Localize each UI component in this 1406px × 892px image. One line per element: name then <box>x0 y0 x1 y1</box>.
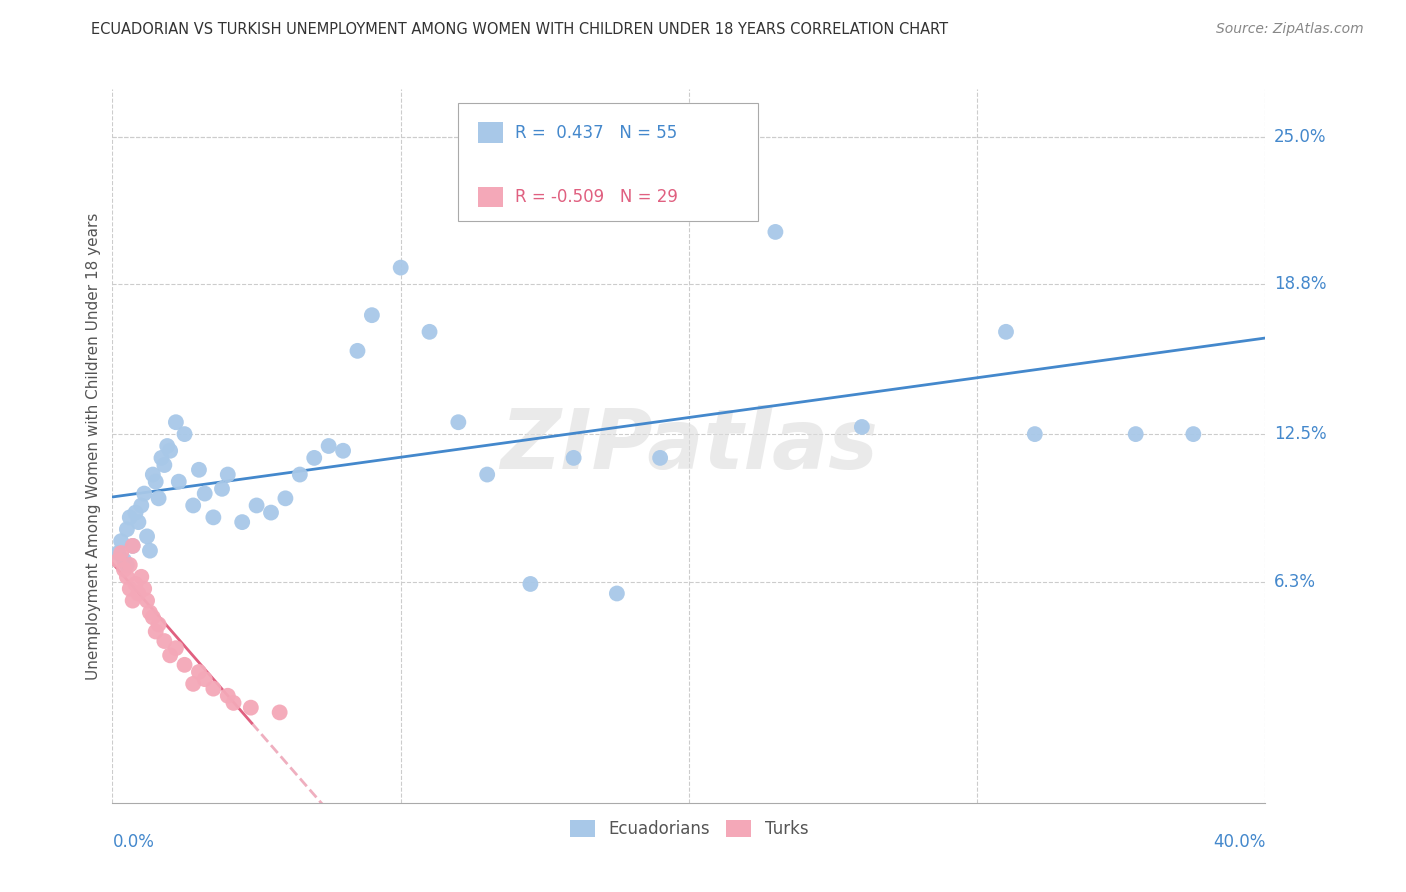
Point <box>118 582 141 596</box>
Point <box>173 657 195 672</box>
Point <box>188 665 211 679</box>
Point <box>127 586 149 600</box>
Point <box>142 610 165 624</box>
Point <box>1024 427 1046 442</box>
Point <box>115 558 138 572</box>
Point <box>118 558 141 572</box>
Point <box>332 443 354 458</box>
Point <box>145 624 167 639</box>
Point <box>211 482 233 496</box>
Point <box>129 499 153 513</box>
Point <box>562 450 585 465</box>
Point <box>159 648 181 663</box>
Point <box>142 467 165 482</box>
Point <box>188 463 211 477</box>
Text: 25.0%: 25.0% <box>1274 128 1326 145</box>
Y-axis label: Unemployment Among Women with Children Under 18 years: Unemployment Among Women with Children U… <box>86 212 101 680</box>
Point <box>159 443 181 458</box>
Text: 6.3%: 6.3% <box>1274 573 1316 591</box>
Text: ECUADORIAN VS TURKISH UNEMPLOYMENT AMONG WOMEN WITH CHILDREN UNDER 18 YEARS CORR: ECUADORIAN VS TURKISH UNEMPLOYMENT AMONG… <box>91 22 949 37</box>
Point <box>136 593 159 607</box>
Point <box>145 475 167 489</box>
Point <box>124 577 146 591</box>
Point <box>650 450 672 465</box>
Point <box>134 486 156 500</box>
Point <box>115 522 138 536</box>
Point <box>181 499 204 513</box>
Point <box>136 529 159 543</box>
Point <box>115 570 138 584</box>
Point <box>134 582 156 596</box>
Point <box>202 681 225 696</box>
Point <box>153 634 176 648</box>
Point <box>167 475 190 489</box>
Text: Source: ZipAtlas.com: Source: ZipAtlas.com <box>1216 22 1364 37</box>
Text: 12.5%: 12.5% <box>1274 425 1326 443</box>
Point <box>1182 427 1205 442</box>
Point <box>389 260 412 275</box>
Point <box>475 467 499 482</box>
Point <box>194 672 217 686</box>
Text: 18.8%: 18.8% <box>1274 276 1326 293</box>
Point <box>202 510 225 524</box>
Point <box>165 641 187 656</box>
Point <box>274 491 297 506</box>
Text: ZIPatlas: ZIPatlas <box>501 406 877 486</box>
Point <box>346 343 368 358</box>
Point <box>239 700 262 714</box>
Point <box>121 593 143 607</box>
Text: R = -0.509   N = 29: R = -0.509 N = 29 <box>515 188 678 206</box>
Point <box>110 534 132 549</box>
Point <box>121 539 143 553</box>
Point <box>156 439 179 453</box>
Point <box>765 225 787 239</box>
Point <box>112 553 135 567</box>
Point <box>318 439 340 453</box>
Point <box>447 415 470 429</box>
Point <box>139 606 162 620</box>
Point <box>419 325 441 339</box>
Point <box>181 677 204 691</box>
Point <box>121 539 143 553</box>
Text: 0.0%: 0.0% <box>112 833 155 851</box>
Point <box>360 308 382 322</box>
Point <box>129 570 153 584</box>
Point <box>288 467 311 482</box>
Point <box>606 586 628 600</box>
Point <box>222 696 245 710</box>
Point <box>107 546 129 560</box>
Point <box>194 486 217 500</box>
Point <box>127 515 149 529</box>
Point <box>304 450 326 465</box>
Point <box>124 506 146 520</box>
Point <box>153 458 176 472</box>
Point <box>118 510 141 524</box>
Point <box>231 515 253 529</box>
Point <box>139 543 162 558</box>
Point <box>246 499 269 513</box>
Text: R =  0.437   N = 55: R = 0.437 N = 55 <box>515 124 678 142</box>
Bar <box>478 186 503 207</box>
Point <box>148 617 170 632</box>
Point <box>217 467 239 482</box>
Point <box>110 546 132 560</box>
Point <box>707 189 730 203</box>
Point <box>173 427 195 442</box>
Point <box>107 553 129 567</box>
Point <box>165 415 187 429</box>
Legend: Ecuadorians, Turks: Ecuadorians, Turks <box>562 813 815 845</box>
Point <box>1125 427 1147 442</box>
Point <box>519 577 541 591</box>
Point <box>995 325 1018 339</box>
Point <box>112 563 135 577</box>
Bar <box>478 122 503 143</box>
Point <box>260 506 283 520</box>
Point <box>148 491 170 506</box>
Point <box>269 706 291 720</box>
Text: 40.0%: 40.0% <box>1213 833 1265 851</box>
Point <box>150 450 173 465</box>
FancyBboxPatch shape <box>458 103 758 221</box>
Point <box>217 689 239 703</box>
Point <box>851 420 873 434</box>
